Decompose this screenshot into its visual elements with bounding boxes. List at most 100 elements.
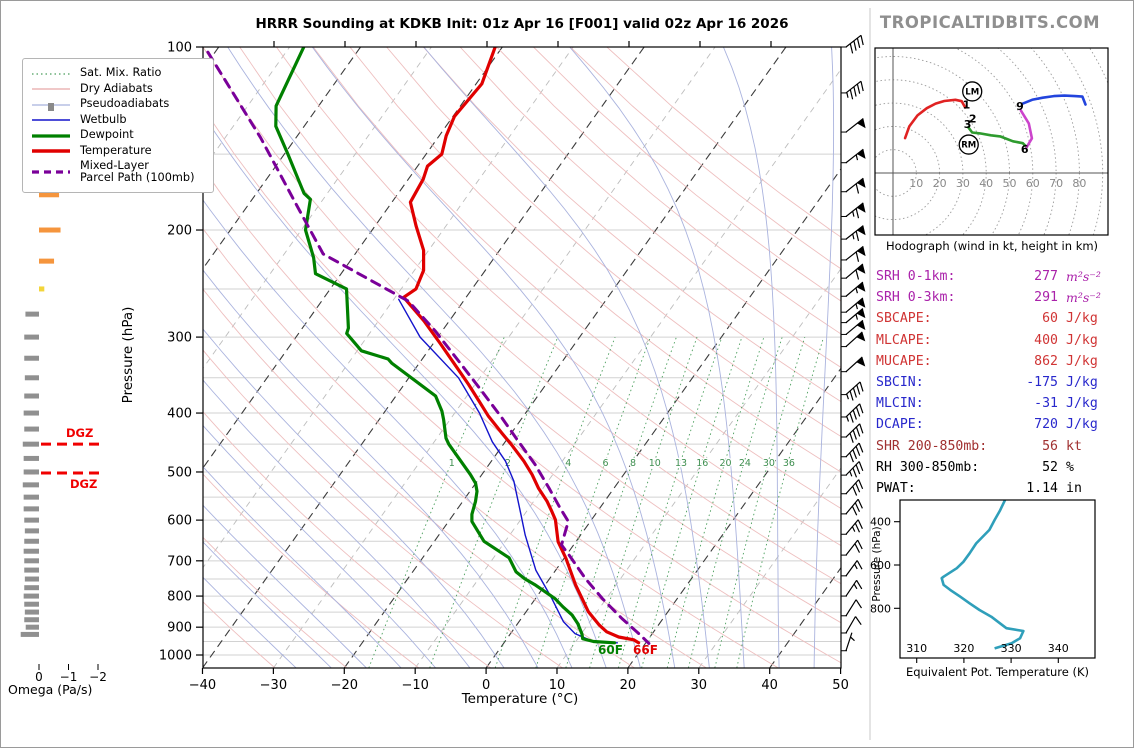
index-value: 277	[1034, 269, 1058, 284]
index-row: SRH 0-3km: 291 m²s⁻²	[876, 287, 1126, 308]
index-label: DCAPE:	[876, 417, 924, 433]
index-unit: J/kg	[1066, 311, 1098, 327]
wind-barb-icon	[845, 616, 862, 634]
svg-text:340: 340	[1048, 642, 1069, 655]
svg-text:200: 200	[167, 224, 192, 239]
index-label: SBCIN:	[876, 375, 924, 391]
index-label: SRH 0-3km:	[876, 290, 956, 306]
wind-barb-icon	[845, 461, 864, 478]
index-unit: kt	[1066, 438, 1082, 454]
omega-bar	[24, 585, 39, 591]
wind-barb-icon	[845, 118, 866, 133]
index-row: PWAT: 1.14 in	[876, 478, 1126, 499]
legend-item-label: Mixed-Layer Parcel Path (100mb)	[80, 158, 195, 184]
wind-barb-icon	[845, 632, 855, 651]
index-row: MLCAPE: 400 J/kg	[876, 330, 1126, 351]
omega-bar	[20, 631, 39, 637]
index-unit: m²s⁻²	[1066, 290, 1101, 306]
index-unit: J/kg	[1066, 417, 1098, 433]
omega-bar	[39, 258, 55, 264]
wind-barb-icon	[845, 319, 866, 335]
parcel-path-curve	[206, 50, 651, 645]
svg-text:50: 50	[832, 678, 849, 693]
omega-bar	[23, 455, 39, 461]
svg-text:300: 300	[167, 331, 192, 346]
svg-text:600: 600	[167, 514, 192, 529]
index-value: 56	[1042, 438, 1058, 454]
svg-text:LM: LM	[965, 87, 979, 97]
index-value: 60	[1042, 311, 1058, 327]
svg-text:330: 330	[1001, 642, 1022, 655]
omega-bar	[24, 528, 39, 534]
omega-bar	[39, 227, 61, 233]
svg-text:−2: −2	[89, 670, 107, 684]
index-unit: m²s⁻²	[1066, 269, 1101, 284]
wind-barb-icon	[845, 245, 866, 262]
svg-text:0: 0	[482, 678, 490, 693]
svg-text:700: 700	[167, 554, 192, 569]
svg-text:50: 50	[1003, 177, 1017, 190]
svg-text:40: 40	[761, 678, 778, 693]
wind-barb-icon	[845, 80, 864, 100]
legend-item-label: Pseudoadiabats	[80, 97, 170, 111]
sounding-curves	[206, 47, 651, 645]
svg-text:36: 36	[783, 458, 795, 469]
index-value: 720	[1034, 417, 1058, 433]
svg-text:4: 4	[565, 458, 571, 469]
svg-text:9: 9	[1016, 100, 1024, 113]
index-row: SBCAPE: 60 J/kg	[876, 308, 1126, 329]
wind-barb-icon	[845, 356, 866, 373]
svg-text:10: 10	[549, 678, 566, 693]
omega-bar	[22, 482, 39, 488]
wind-barb-icon	[845, 423, 864, 443]
legend-item: Dry Adiabats	[31, 82, 205, 96]
index-value: 400	[1034, 332, 1058, 348]
index-unit: J/kg	[1066, 353, 1098, 369]
index-unit: in	[1066, 481, 1082, 497]
svg-text:30: 30	[763, 458, 775, 469]
temperature-curve	[402, 47, 641, 645]
omega-bar	[24, 355, 39, 361]
wind-barb-icon	[845, 263, 866, 280]
hodograph-trace-9km+	[1021, 94, 1087, 106]
index-row: SBCIN: -175 J/kg	[876, 372, 1126, 393]
index-row: DCAPE: 720 J/kg	[876, 414, 1126, 435]
theta-e-panel	[940, 500, 1025, 650]
omega-bars	[20, 192, 61, 637]
storm-motion-marker	[962, 81, 983, 102]
hodograph: 10 20 30 40 50 60 70 80 123 6 9 LM RM	[875, 48, 1108, 235]
omega-bar	[24, 538, 39, 544]
svg-text:0: 0	[35, 670, 43, 684]
omega-bar	[23, 410, 39, 416]
svg-text:400: 400	[870, 516, 891, 529]
legend-item: Mixed-Layer Parcel Path (100mb)	[31, 158, 205, 185]
svg-text:60: 60	[1026, 177, 1040, 190]
svg-text:RM: RM	[961, 141, 976, 151]
wind-barb-icon	[845, 34, 864, 54]
wetbulb-curve	[398, 298, 618, 644]
svg-text:24: 24	[739, 458, 751, 469]
wind-barb-icon	[845, 579, 863, 597]
omega-bar	[24, 558, 39, 564]
svg-text:6: 6	[603, 458, 609, 469]
wind-barb-icon	[845, 308, 866, 324]
omega-bar	[24, 517, 39, 523]
index-row: RH 300-850mb: 52%	[876, 457, 1126, 478]
omega-bar	[23, 548, 39, 554]
legend-item-label: Wetbulb	[80, 112, 127, 126]
omega-bar	[24, 426, 39, 432]
omega-bar	[23, 469, 39, 475]
index-label: MLCAPE:	[876, 332, 932, 348]
svg-text:80: 80	[1072, 177, 1086, 190]
index-label: RH 300-850mb:	[876, 459, 980, 475]
wind-barb-icon	[845, 519, 863, 535]
omega-bar	[22, 441, 39, 447]
svg-text:−40: −40	[189, 678, 216, 693]
index-value: -31	[1034, 396, 1058, 412]
index-row: MUCAPE: 862 J/kg	[876, 351, 1126, 372]
svg-text:100: 100	[167, 41, 192, 56]
hodograph-trace-6-9km	[1019, 109, 1034, 149]
svg-text:−1: −1	[60, 670, 78, 684]
wind-barb-icon	[845, 177, 866, 194]
wind-barb-icon	[845, 560, 863, 577]
